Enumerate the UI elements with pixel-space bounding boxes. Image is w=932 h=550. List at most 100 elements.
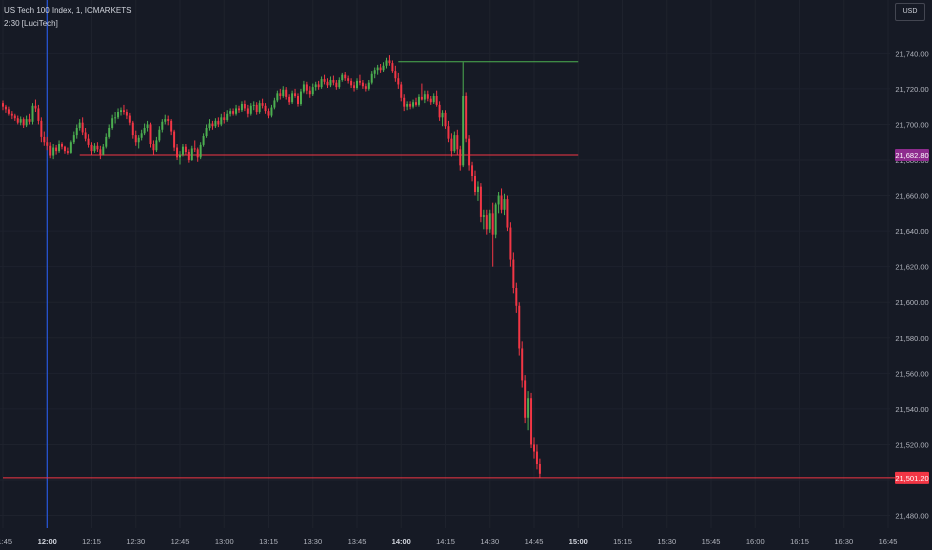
candle-body: [518, 305, 521, 349]
candle: [99, 145, 102, 160]
candle-body: [140, 133, 143, 138]
candle: [314, 81, 317, 91]
x-axis[interactable]: 11:45 12:00 12:15 12:30 12:45 13:00 13:15 13:30…: [0, 537, 897, 546]
candle-body: [323, 79, 326, 82]
candle-body: [184, 146, 187, 152]
candle-body: [456, 135, 459, 150]
candle: [447, 120, 450, 143]
candle-body: [58, 144, 61, 152]
candle-body: [462, 96, 465, 166]
candle-body: [19, 119, 22, 123]
currency-button[interactable]: USD: [895, 3, 925, 21]
candle-body: [220, 117, 223, 125]
candle: [379, 64, 382, 73]
indicator-label[interactable]: 2:30 [LuciTech]: [4, 19, 58, 28]
candle-body: [338, 80, 341, 88]
candle: [78, 119, 81, 131]
candle: [66, 147, 69, 155]
price-tag-label: 21,501.20: [895, 474, 928, 483]
candle: [320, 76, 323, 89]
candle-body: [84, 132, 87, 139]
candle: [214, 118, 217, 128]
candle: [423, 90, 426, 104]
candle-body: [255, 104, 258, 112]
candle: [512, 252, 515, 294]
candle: [93, 143, 96, 153]
candle-body: [350, 80, 353, 86]
candle-body: [403, 97, 406, 107]
symbol-title[interactable]: US Tech 100 Index, 1, ICMARKETS: [4, 6, 132, 15]
candle-body: [382, 65, 385, 71]
candle: [232, 108, 235, 116]
candle: [524, 375, 527, 424]
y-tick-label: 21,720.00: [895, 85, 928, 94]
y-axis[interactable]: 21,740.0021,720.0021,700.0021,680.0021,6…: [895, 49, 928, 520]
price-tag: 21,682.80: [895, 149, 929, 162]
candle: [533, 437, 535, 459]
candle: [164, 114, 167, 125]
candle-body: [28, 119, 31, 122]
candle-body: [63, 146, 66, 152]
candle-body: [276, 93, 279, 101]
candle: [49, 142, 52, 159]
candle-body: [353, 85, 356, 88]
candle: [155, 136, 158, 152]
candle: [350, 78, 353, 88]
candle: [426, 90, 429, 102]
x-tick-label: 14:45: [525, 537, 544, 546]
candle-body: [205, 128, 208, 136]
candle: [140, 129, 143, 141]
candle: [176, 144, 179, 160]
candle-body: [509, 227, 512, 260]
candle-body: [134, 135, 137, 143]
x-tick-label: 13:30: [303, 537, 322, 546]
candle: [417, 94, 420, 107]
candle-body: [364, 86, 367, 89]
candle: [58, 140, 61, 153]
candle-body: [243, 104, 246, 109]
candle: [288, 94, 291, 105]
candle: [43, 131, 46, 146]
candle: [435, 90, 438, 107]
candle: [479, 183, 482, 223]
candle: [282, 86, 285, 98]
candle: [187, 149, 190, 163]
candle-body: [229, 111, 232, 114]
candle: [459, 145, 462, 171]
candle-body: [81, 122, 84, 133]
candle-body: [137, 137, 140, 143]
candle-body: [149, 124, 152, 144]
candle: [202, 133, 205, 147]
y-tick-label: 21,740.00: [895, 49, 928, 58]
candle-body: [474, 176, 476, 192]
x-tick-label: 14:00: [392, 537, 411, 546]
candle: [432, 93, 435, 104]
candle-body: [179, 154, 181, 158]
candle-body: [412, 102, 415, 107]
candle-body: [217, 120, 220, 125]
candle: [143, 123, 146, 136]
candle: [370, 71, 373, 85]
candle-body: [515, 288, 518, 306]
candle-body: [128, 115, 131, 123]
x-tick-label: 14:15: [436, 537, 455, 546]
candle: [353, 81, 356, 92]
candle-body: [400, 84, 403, 98]
x-tick-label: 16:30: [834, 537, 853, 546]
candle: [105, 133, 108, 149]
candle: [52, 144, 55, 160]
candle: [326, 78, 329, 88]
candle: [338, 77, 341, 89]
candle-body: [450, 138, 453, 152]
x-tick-label: 15:45: [702, 537, 721, 546]
candle: [114, 112, 117, 124]
candle: [111, 114, 114, 130]
candle-body: [332, 80, 335, 83]
candle-body: [87, 138, 90, 145]
candle: [385, 57, 388, 69]
candle: [255, 102, 258, 115]
candle: [199, 142, 202, 160]
candle-body: [55, 147, 58, 152]
candle-body: [459, 149, 462, 166]
